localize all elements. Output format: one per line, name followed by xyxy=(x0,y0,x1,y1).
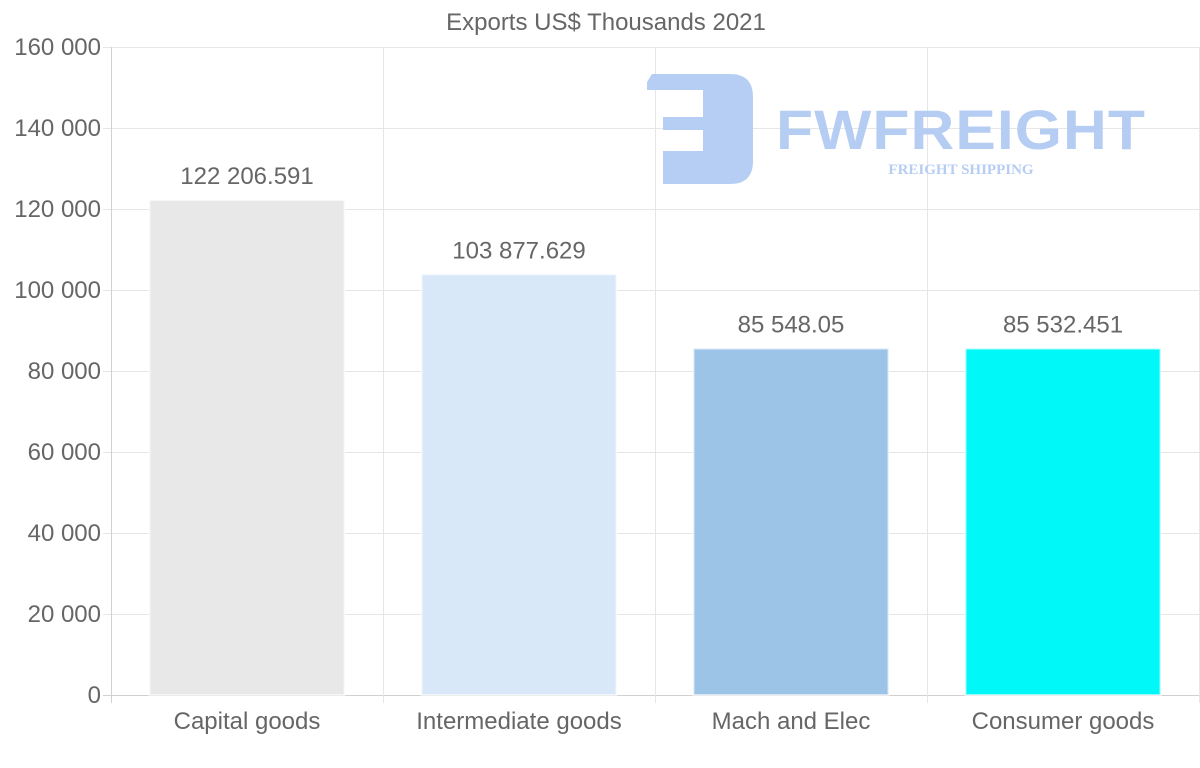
y-tick-label: 40 000 xyxy=(28,520,101,547)
bar xyxy=(692,347,890,696)
watermark-brand: FWFREIGHT xyxy=(776,98,1146,161)
logo-mark-icon xyxy=(647,74,753,184)
data-label: 85 548.05 xyxy=(738,312,845,339)
x-axis: Capital goods Intermediate goods Mach and … xyxy=(174,708,1155,735)
y-tick-label: 0 xyxy=(88,682,101,709)
y-tick-label: 20 000 xyxy=(28,601,101,628)
bar xyxy=(964,347,1162,696)
y-tick-label: 140 000 xyxy=(14,115,101,142)
data-label: 122 206.591 xyxy=(180,163,313,190)
x-tick-label: Intermediate goods xyxy=(416,708,621,735)
chart-title: Exports US$ Thousands 2021 xyxy=(446,9,766,36)
x-tick-label: Mach and Elec xyxy=(712,708,871,735)
bar xyxy=(420,273,618,696)
y-tick-label: 60 000 xyxy=(28,439,101,466)
y-tick-label: 80 000 xyxy=(28,358,101,385)
data-label: 103 877.629 xyxy=(452,237,585,264)
bar xyxy=(148,199,346,697)
x-tick-label: Capital goods xyxy=(174,708,321,735)
y-axis: 0 20 000 40 000 60 000 80 000 100 000 120 000 1… xyxy=(14,34,101,709)
watermark-tagline: FREIGHT SHIPPING xyxy=(888,162,1033,178)
y-tick-label: 100 000 xyxy=(14,277,101,304)
y-tick-label: 160 000 xyxy=(14,34,101,61)
bars xyxy=(148,199,1162,697)
y-tick-label: 120 000 xyxy=(14,196,101,223)
data-label: 85 532.451 xyxy=(1003,312,1123,339)
watermark-logo: FWFREIGHT FREIGHT SHIPPING xyxy=(647,74,1146,184)
data-labels: 122 206.591 103 877.629 85 548.05 85 532.45… xyxy=(180,163,1123,339)
x-tick-label: Consumer goods xyxy=(972,708,1155,735)
